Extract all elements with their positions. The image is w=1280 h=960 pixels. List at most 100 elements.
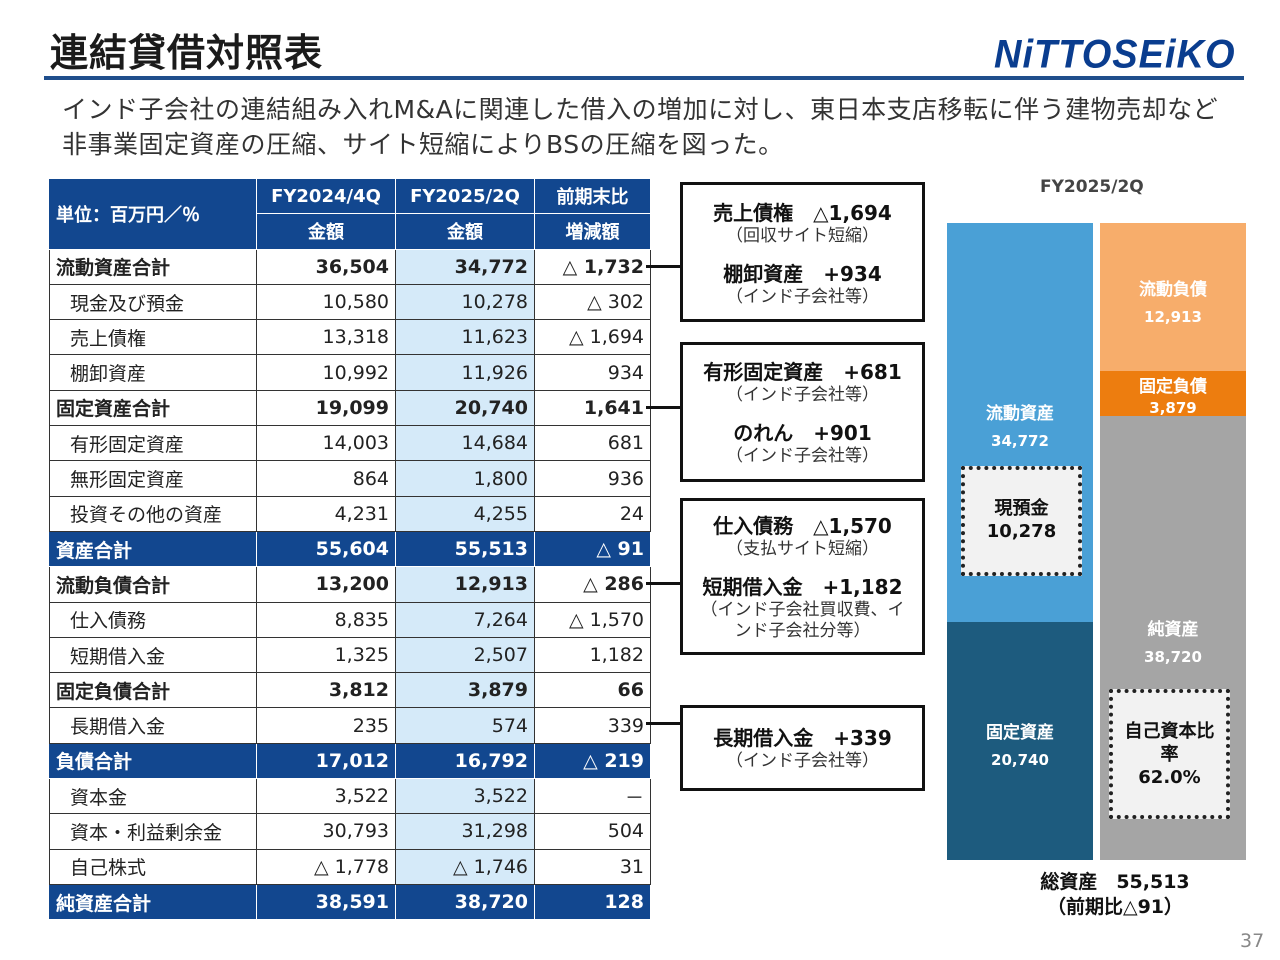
sub-header-change-amount: 増減額 — [534, 213, 651, 250]
cell-fy2025: 31,298 — [395, 813, 535, 850]
table-row: 投資その他の資産 4,231 4,255 24 — [49, 495, 651, 532]
note-heading: のれん +901 — [733, 421, 872, 445]
note-detail: （回収サイト短縮） — [726, 226, 879, 246]
row-label: 負債合計 — [49, 742, 257, 780]
cell-change: 339 — [534, 707, 651, 744]
note-heading: 棚卸資産 +934 — [723, 262, 882, 286]
cell-fy2025: 3,879 — [395, 672, 535, 709]
equity-ratio-label: 自己資本比率 — [1124, 721, 1215, 765]
col-header-fy2024: FY2024/4Q — [256, 177, 396, 215]
sub-header-amount: 金額 — [256, 213, 396, 250]
table-row: 売上債権 13,318 11,623 △ 1,694 — [49, 319, 651, 356]
page-title: 連結貸借対照表 — [50, 31, 324, 75]
table-row: 固定資産合計 19,099 20,740 1,641 — [49, 389, 651, 427]
row-label: 投資その他の資産 — [49, 495, 257, 532]
table-row: 流動負債合計 13,200 12,913 △ 286 — [49, 566, 651, 603]
table-row: 負債合計 17,012 16,792 △ 219 — [49, 742, 651, 780]
cell-fy2025: 11,926 — [395, 354, 535, 391]
cell-change: △ 1,732 — [534, 248, 651, 285]
note-heading: 短期借入金 +1,182 — [702, 575, 903, 599]
segment-label: 純資産 — [1147, 620, 1199, 640]
table-row: 資産合計 55,604 55,513 △ 91 — [49, 530, 651, 568]
sub-header-amount: 金額 — [395, 213, 535, 250]
table-row: 純資産合計 38,591 38,720 128 — [49, 883, 651, 921]
cash-label: 現預金 — [994, 498, 1049, 519]
table-row: 現金及び預金 10,580 10,278 △ 302 — [49, 283, 651, 321]
row-label: 資本・利益剰余金 — [49, 813, 257, 850]
cell-fy2024: 10,580 — [256, 283, 396, 321]
total-assets-label: 総資産 55,513 — [1040, 871, 1190, 893]
note-current-assets: 売上債権 △1,694 （回収サイト短縮） 棚卸資産 +934 （インド子会社等… — [680, 182, 925, 322]
company-logo: NiTTOSEiKO — [994, 32, 1236, 78]
cell-fy2024: 864 — [256, 460, 396, 497]
table-row: 無形固定資産 864 1,800 936 — [49, 460, 651, 497]
note-fixed-liabilities: 長期借入金 +339 （インド子会社等） — [680, 705, 925, 791]
cell-change: 24 — [534, 495, 651, 532]
row-label: 固定資産合計 — [49, 389, 257, 427]
row-label: 仕入債務 — [49, 601, 257, 638]
equity-ratio-callout: 自己資本比率 62.0% — [1109, 689, 1230, 819]
cell-fy2025: 11,623 — [395, 319, 535, 356]
connector-line — [646, 265, 680, 268]
col-header-change: 前期末比 — [534, 177, 651, 215]
cell-change: △ 91 — [534, 530, 651, 568]
row-label: 短期借入金 — [49, 636, 257, 674]
note-heading: 仕入債務 △1,570 — [713, 514, 892, 538]
cell-fy2024: 235 — [256, 707, 396, 744]
segment-label: 流動資産 — [986, 404, 1054, 424]
unit-header: 単位：百万円／％ — [49, 178, 257, 250]
row-label: 資本金 — [49, 778, 257, 815]
cell-fy2025: 4,255 — [395, 495, 535, 532]
segment-value: 34,772 — [991, 432, 1049, 450]
cell-change: 936 — [534, 460, 651, 497]
segment-value: 38,720 — [1144, 648, 1202, 666]
cell-fy2024: 19,099 — [256, 389, 396, 427]
cell-fy2025: 16,792 — [395, 742, 535, 780]
cell-change: △ 1,694 — [534, 319, 651, 356]
segment-value: 12,913 — [1144, 308, 1202, 326]
connector-line — [646, 582, 680, 585]
cell-fy2024: 8,835 — [256, 601, 396, 638]
row-label: 無形固定資産 — [49, 460, 257, 497]
cell-fy2025: 3,522 — [395, 778, 535, 815]
note-detail: （インド子会社買収費、インド子会社分等） — [700, 600, 905, 641]
cell-fy2024: △ 1,778 — [256, 848, 396, 885]
cell-fy2025: 20,740 — [395, 389, 535, 427]
balance-sheet-table: 単位：百万円／％ FY2024/4Q FY2025/2Q 前期末比 金額 金額 … — [49, 177, 651, 921]
cell-change: 934 — [534, 354, 651, 391]
note-heading: 売上債権 △1,694 — [713, 201, 892, 225]
row-label: 棚卸資産 — [49, 354, 257, 391]
cell-fy2025: 7,264 — [395, 601, 535, 638]
row-label: 流動資産合計 — [49, 248, 257, 285]
cell-change: 504 — [534, 813, 651, 850]
segment-label: 固定資産 — [986, 723, 1054, 743]
cash-value: 10,278 — [986, 521, 1057, 542]
cell-fy2024: 55,604 — [256, 530, 396, 568]
cell-change: 31 — [534, 848, 651, 885]
cell-change: △ 1,570 — [534, 601, 651, 638]
row-label: 流動負債合計 — [49, 566, 257, 603]
cell-fy2025: 1,800 — [395, 460, 535, 497]
connector-line — [646, 406, 680, 409]
note-detail: （支払サイト短縮） — [726, 539, 879, 559]
row-label: 固定負債合計 — [49, 672, 257, 709]
note-detail: （インド子会社等） — [726, 751, 879, 771]
table-row: 資本金 3,522 3,522 － — [49, 778, 651, 815]
row-label: 自己株式 — [49, 848, 257, 885]
cell-fy2024: 30,793 — [256, 813, 396, 850]
cell-change: － — [534, 778, 651, 815]
cash-callout: 現預金 10,278 — [961, 466, 1082, 576]
cell-fy2025: 55,513 — [395, 530, 535, 568]
col-header-fy2025: FY2025/2Q — [395, 177, 535, 215]
cell-change: △ 286 — [534, 566, 651, 603]
total-assets-caption: 総資産 55,513 （前期比△91） — [1000, 870, 1230, 920]
title-divider — [44, 76, 1244, 80]
note-fixed-assets: 有形固定資産 +681 （インド子会社等） のれん +901 （インド子会社等） — [680, 342, 925, 482]
cell-change: △ 219 — [534, 742, 651, 780]
table-row: 棚卸資産 10,992 11,926 934 — [49, 354, 651, 391]
cell-fy2024: 13,318 — [256, 319, 396, 356]
bar-fixed-liabilities: 固定負債 3,879 — [1100, 371, 1246, 417]
table-row: 仕入債務 8,835 7,264 △ 1,570 — [49, 601, 651, 638]
note-current-liabilities: 仕入債務 △1,570 （支払サイト短縮） 短期借入金 +1,182 （インド子… — [680, 498, 925, 655]
cell-fy2024: 1,325 — [256, 636, 396, 674]
